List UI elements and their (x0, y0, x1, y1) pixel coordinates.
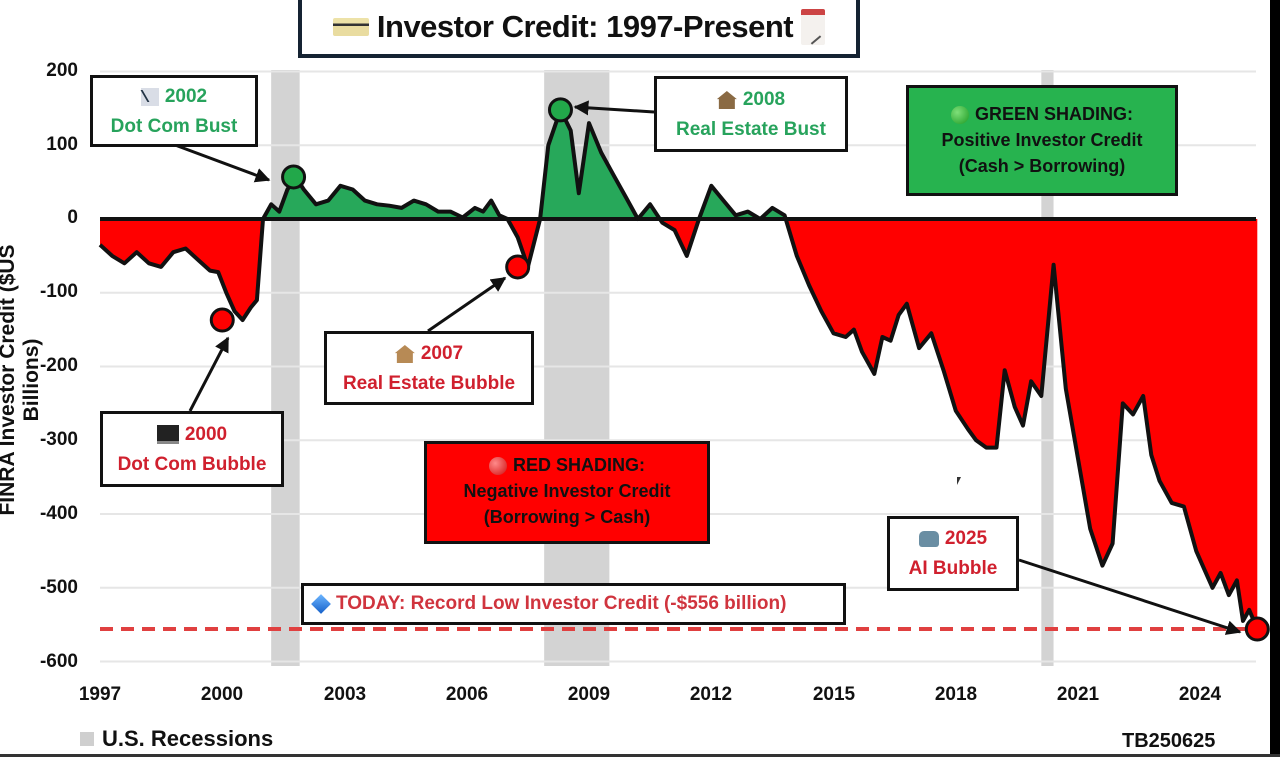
event-marker (209, 307, 235, 333)
annotation-year: 2007 (420, 343, 464, 364)
y-tick-label: 200 (46, 60, 78, 81)
laptop-icon (156, 425, 179, 445)
y-tick-label: -500 (39, 577, 78, 598)
annotation-label: Dot Com Bust (110, 116, 238, 137)
chart-decreasing-icon (140, 87, 159, 106)
investor-credit-line (98, 107, 1260, 630)
red-shading-legend: RED SHADING: Negative Investor Credit (B… (424, 441, 710, 544)
y-tick-label: 0 (67, 207, 78, 228)
annotation-dotcom-bust: 2002 Dot Com Bust (90, 75, 258, 147)
recession-legend-label: U.S. Recessions (102, 726, 274, 751)
y-axis-title: FINRA Investor Credit ($US Billions) (0, 244, 43, 516)
bottom-edge-bar (0, 754, 1280, 757)
right-edge-bar (1270, 0, 1280, 757)
x-tick-label: 2012 (689, 684, 733, 705)
annotation-ai-bubble: 2025 AI Bubble (887, 516, 1019, 591)
annotation-year: 2025 (944, 528, 988, 549)
annotation-dotcom-bubble: 2000 Dot Com Bubble (100, 411, 284, 487)
recession-band (271, 70, 300, 666)
y-tick-label: -300 (39, 429, 78, 450)
today-text: TODAY: Record Low Investor Credit (-$556… (336, 593, 787, 614)
annotation-year: 2008 (742, 89, 786, 110)
x-tick-label: 2018 (934, 684, 978, 705)
robot-icon (918, 530, 939, 547)
legend-line: (Borrowing > Cash) (483, 507, 651, 527)
event-marker (547, 97, 573, 123)
x-tick-label: 2006 (445, 684, 489, 705)
chart-code: TB250625 (1122, 730, 1216, 752)
recession-legend-swatch (80, 732, 94, 746)
y-tick-label: -100 (39, 281, 78, 302)
x-tick-label: 2009 (567, 684, 611, 705)
annotation-re-bubble: 2007 Real Estate Bubble (324, 331, 534, 405)
y-tick-label: -600 (39, 651, 78, 672)
legend-line: (Cash > Borrowing) (958, 156, 1126, 176)
x-tick-label: 2021 (1056, 684, 1100, 705)
annotation-year: 2000 (184, 424, 228, 445)
x-tick-label: 2015 (812, 684, 856, 705)
red-circle-icon (488, 457, 507, 476)
annotation-arrows (174, 100, 1242, 635)
legend-heading: RED SHADING: (512, 455, 645, 475)
x-tick-label: 2003 (323, 684, 367, 705)
legend-line: Negative Investor Credit (463, 481, 671, 501)
blue-diamond-icon (311, 594, 331, 614)
event-markers (209, 97, 1270, 642)
chart-title: Investor Credit: 1997-Present (376, 9, 794, 44)
annotation-re-bust: 2008 Real Estate Bust (654, 76, 848, 152)
mouse-cursor-icon (957, 477, 961, 485)
house-icon (394, 344, 415, 363)
annotation-label: Dot Com Bubble (117, 454, 267, 475)
y-tick-label: 100 (46, 134, 78, 155)
chart-title-box: Investor Credit: 1997-Present (298, 0, 860, 58)
credit-card-icon (332, 18, 369, 36)
calendar-icon (801, 9, 826, 45)
legend-line: Positive Investor Credit (941, 130, 1143, 150)
legend-heading: GREEN SHADING: (974, 104, 1133, 124)
derelict-house-icon (716, 90, 737, 109)
green-shading-legend: GREEN SHADING: Positive Investor Credit … (906, 85, 1178, 196)
x-tick-label: 2024 (1178, 684, 1222, 705)
event-marker (505, 254, 531, 280)
today-record-low-box: TODAY: Record Low Investor Credit (-$556… (301, 583, 846, 625)
event-marker (281, 164, 307, 190)
green-circle-icon (950, 106, 969, 125)
x-tick-label: 1997 (78, 684, 122, 705)
annotation-year: 2002 (164, 86, 208, 107)
event-marker (1244, 616, 1270, 642)
annotation-label: Real Estate Bust (676, 119, 826, 140)
negative-credit-area (100, 219, 1258, 629)
y-tick-label: -400 (39, 503, 78, 524)
annotation-label: Real Estate Bubble (342, 373, 516, 394)
x-tick-label: 2000 (200, 684, 244, 705)
y-tick-label: -200 (39, 355, 78, 376)
annotation-label: AI Bubble (908, 558, 998, 579)
